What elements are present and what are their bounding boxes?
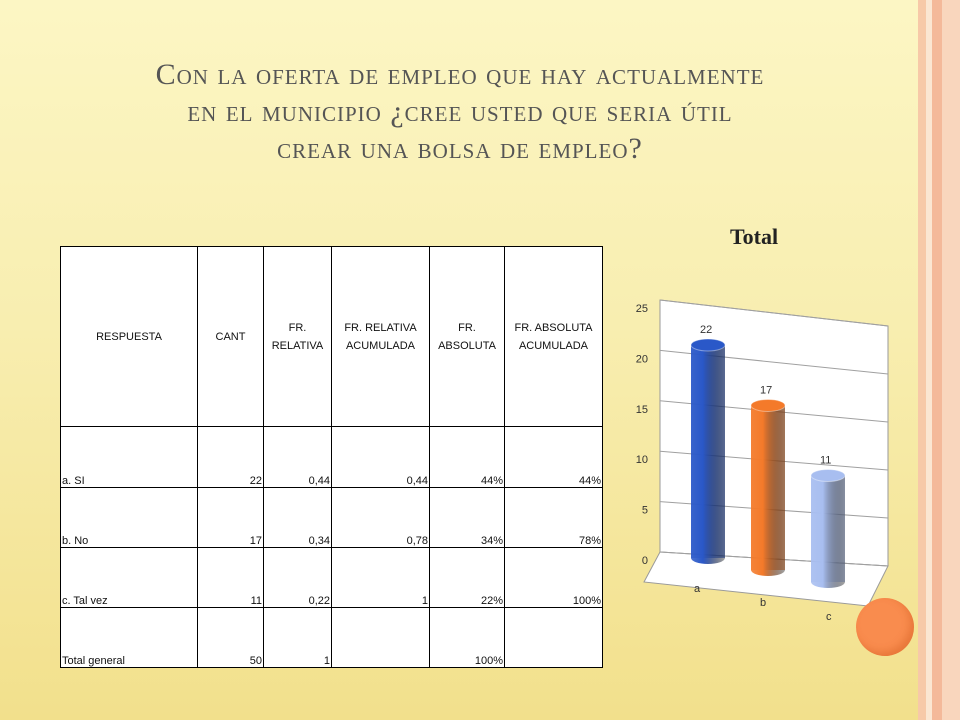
- y-tick-label: 10: [636, 454, 648, 466]
- bar-cap: [690, 338, 726, 352]
- x-tick-label: c: [826, 611, 832, 623]
- frequency-table: RESPUESTA CANT FR. RELATIVA FR. RELATIVA…: [60, 245, 603, 669]
- cell-fr-relativa-acumulada: 1: [331, 546, 430, 608]
- table-header-row: RESPUESTA CANT FR. RELATIVA FR. RELATIVA…: [60, 245, 603, 428]
- cell-fr-relativa-acumulada: [331, 606, 430, 669]
- cell-fr-relativa: 0,22: [263, 546, 332, 608]
- cell-fr-relativa: 0,34: [263, 486, 332, 548]
- header-fr-relativa-acumulada: FR. RELATIVA ACUMULADA: [331, 245, 430, 428]
- cell-fr-absoluta: 100%: [429, 606, 505, 669]
- header-respuesta: RESPUESTA: [60, 245, 198, 428]
- data-label: 22: [700, 324, 712, 336]
- y-tick-label: 0: [642, 555, 648, 567]
- header-fr-relativa: FR. RELATIVA: [263, 245, 332, 428]
- cylinder-bar-chart: 0 5 10 15 20 25 22 a 17 b 11 c: [636, 299, 889, 623]
- y-tick-label: 15: [636, 404, 648, 416]
- cell-respuesta: b. No: [60, 486, 198, 548]
- cell-fr-relativa: 0,44: [263, 426, 332, 488]
- bar-body: [691, 345, 725, 564]
- table-row: c. Tal vez 11 0,22 1 22% 100%: [60, 546, 603, 608]
- x-tick-label: b: [760, 597, 766, 609]
- gridline: [659, 299, 889, 327]
- x-tick-label: a: [694, 583, 701, 595]
- y-tick-label: 20: [636, 353, 648, 365]
- cell-fr-absoluta: 34%: [429, 486, 505, 548]
- y-tick-label: 5: [642, 505, 648, 517]
- decorative-stripe: [942, 0, 960, 720]
- cell-fr-absoluta-acumulada: [504, 606, 603, 669]
- cell-fr-absoluta: 44%: [429, 426, 505, 488]
- bar-cap: [810, 469, 846, 483]
- slide-title-line: en el municipio ¿cree usted que seria út…: [187, 95, 733, 128]
- header-fr-absoluta-acumulada: FR. ABSOLUTA ACUMULADA: [504, 245, 603, 428]
- bar-cap: [750, 398, 786, 412]
- cell-cant: 11: [197, 546, 264, 608]
- bar: [750, 398, 786, 576]
- cell-respuesta: Total general: [60, 606, 198, 669]
- slide-title-line: crear una bolsa de empleo?: [277, 132, 643, 165]
- decorative-stripe: [918, 0, 926, 720]
- table-row: b. No 17 0,34 0,78 34% 78%: [60, 486, 603, 548]
- chart-title: Total: [730, 224, 779, 249]
- cell-respuesta: c. Tal vez: [60, 546, 198, 608]
- slide-title-line: Con la oferta de empleo que hay actualme…: [155, 58, 765, 91]
- bar: [810, 469, 846, 588]
- cell-fr-relativa-acumulada: 0,78: [331, 486, 430, 548]
- cell-respuesta: a. SI: [60, 426, 198, 488]
- header-cant: CANT: [197, 245, 264, 428]
- slide-title: Con la oferta de empleo que hay actualme…: [60, 56, 860, 167]
- cell-fr-absoluta-acumulada: 100%: [504, 546, 603, 608]
- cell-fr-relativa-acumulada: 0,44: [331, 426, 430, 488]
- data-label: 17: [760, 384, 772, 396]
- decorative-circle: [856, 598, 914, 656]
- cell-cant: 50: [197, 606, 264, 669]
- cell-fr-relativa: 1: [263, 606, 332, 669]
- decorative-stripe: [932, 0, 942, 720]
- decorative-stripe: [926, 0, 932, 720]
- y-tick-label: 25: [636, 303, 648, 315]
- bar-body: [751, 405, 785, 576]
- bar-body: [811, 475, 845, 588]
- table-row: a. SI 22 0,44 0,44 44% 44%: [60, 426, 603, 488]
- header-fr-absoluta: FR. ABSOLUTA: [429, 245, 505, 428]
- bar: [690, 338, 726, 564]
- cell-fr-absoluta-acumulada: 44%: [504, 426, 603, 488]
- cell-cant: 22: [197, 426, 264, 488]
- cell-fr-absoluta-acumulada: 78%: [504, 486, 603, 548]
- table-total-row: Total general 50 1 100%: [60, 606, 603, 669]
- cell-cant: 17: [197, 486, 264, 548]
- cell-fr-absoluta: 22%: [429, 546, 505, 608]
- data-label: 11: [820, 455, 831, 467]
